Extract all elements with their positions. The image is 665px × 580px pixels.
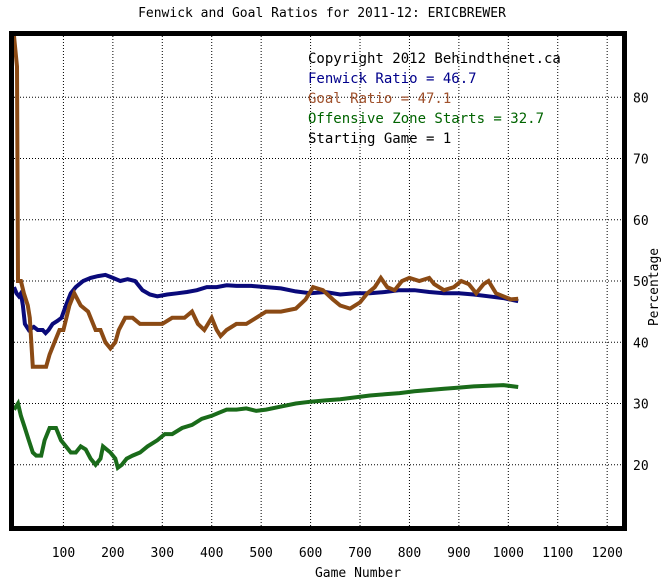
x-tick-label: 600	[299, 546, 322, 561]
annotation-line: Fenwick Ratio = 46.7	[308, 71, 477, 87]
x-tick-label: 700	[348, 546, 371, 561]
y-tick-label: 70	[633, 153, 649, 168]
x-tick-label: 200	[101, 546, 124, 561]
annotation-block: Copyright 2012 Behindthenet.ca Fenwick Ra…	[308, 51, 561, 147]
x-tick-label: 100	[52, 546, 75, 561]
series-layer	[12, 35, 519, 472]
tick-labels: 100 200 300 400 500 600 700 800 900 1000 1100 1200 2…	[52, 91, 649, 561]
x-tick-label: 500	[249, 546, 272, 561]
y-tick-label: 80	[633, 91, 649, 106]
chart-title: Fenwick and Goal Ratios for 2011-12: ERI…	[138, 6, 506, 21]
x-tick-label: 300	[151, 546, 174, 561]
series-line	[12, 272, 519, 337]
series-line	[12, 35, 519, 369]
y-tick-label: 20	[633, 459, 649, 474]
annotation-line: Copyright 2012 Behindthenet.ca	[308, 51, 561, 67]
x-tick-label: 900	[447, 546, 470, 561]
x-tick-label: 800	[398, 546, 421, 561]
x-tick-label: 1100	[542, 546, 573, 561]
y-tick-label: 40	[633, 336, 649, 351]
annotation-line: Goal Ratio = 47.1	[308, 91, 451, 107]
annotation-line: Starting Game = 1	[308, 131, 451, 147]
x-axis-label: Game Number	[315, 566, 401, 580]
y-axis-label: Percentage	[647, 248, 662, 326]
x-tick-label: 1200	[592, 546, 623, 561]
x-tick-label: 400	[200, 546, 223, 561]
x-tick-label: 1000	[493, 546, 524, 561]
y-tick-label: 60	[633, 214, 649, 229]
annotation-line: Offensive Zone Starts = 32.7	[308, 111, 544, 127]
y-tick-label: 30	[633, 398, 649, 413]
plot-frame	[9, 31, 627, 531]
y-tick-label: 50	[633, 275, 649, 290]
grid	[14, 36, 622, 526]
series-line	[12, 383, 519, 472]
